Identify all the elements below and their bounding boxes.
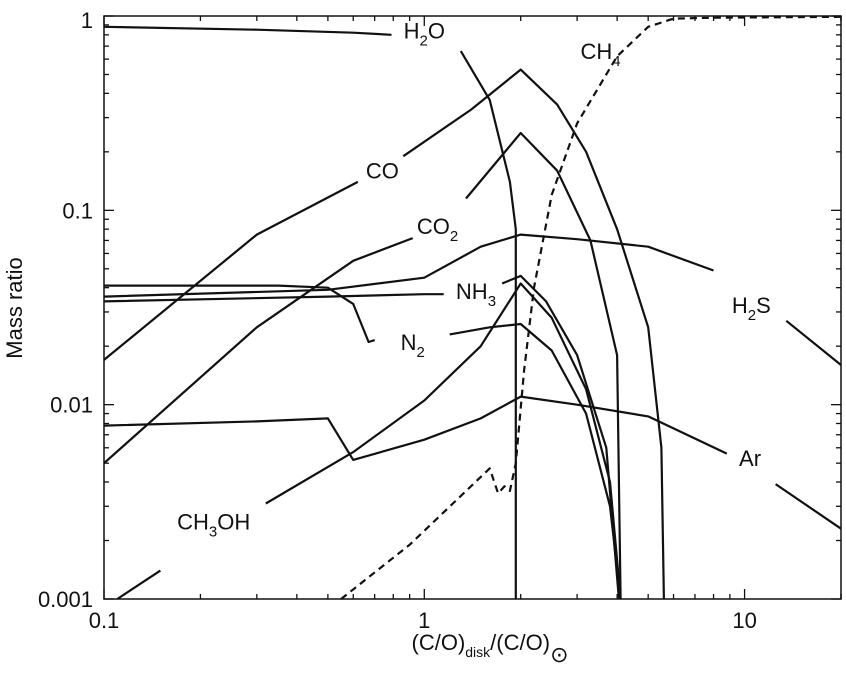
series-group xyxy=(103,15,842,600)
y-tick-label: 0.01 xyxy=(50,393,93,418)
x-tick-label: 1 xyxy=(418,608,430,633)
x-axis-title-mid: /(C/O) xyxy=(490,630,550,655)
y-tick-label: 1 xyxy=(81,8,93,33)
series-label-h2s: H2S xyxy=(732,293,771,324)
tick-group: 0.1 1 10 0.001 0.01 0.1 1 xyxy=(38,8,842,633)
plot-frame xyxy=(103,15,842,600)
series-label-co: CO xyxy=(366,159,399,184)
series-line-ar-part2 xyxy=(774,483,842,530)
series-line-co2-part2 xyxy=(465,131,622,600)
y-axis-title: Mass ratio xyxy=(2,257,27,358)
series-line-h2s-part1 xyxy=(103,233,714,298)
series-line-co-part2 xyxy=(402,68,665,600)
series-label-nh3: NH3 xyxy=(456,279,496,310)
series-line-n2-part1 xyxy=(104,284,376,344)
series-line-ch4 xyxy=(340,15,842,600)
series-label-group: H2O CH4 CO CO2 H2S NH3 N2 Ar CH3OH xyxy=(177,19,771,541)
series-line-h2o-part1 xyxy=(103,25,392,36)
series-label-ar: Ar xyxy=(739,446,761,471)
x-tick-label: 0.1 xyxy=(89,608,120,633)
series-line-ch3oh-part1 xyxy=(116,569,162,600)
y-tick-label: 0.1 xyxy=(62,198,93,223)
series-label-n2: N2 xyxy=(401,330,425,361)
x-axis-title-main: (C/O) xyxy=(412,630,466,655)
series-line-ar-part1 xyxy=(103,395,728,461)
series-label-h2o: H2O xyxy=(404,19,445,50)
x-tick-label: 10 xyxy=(732,608,756,633)
series-label-ch3oh: CH3OH xyxy=(177,510,250,541)
series-line-n2-part2 xyxy=(449,322,622,600)
series-label-co2: CO2 xyxy=(417,214,458,245)
series-line-co-part1 xyxy=(103,180,359,361)
x-axis-title: (C/O)disk/(C/O)⊙ xyxy=(412,630,569,667)
series-label-ch4: CH4 xyxy=(580,39,620,70)
series-line-h2s-part2 xyxy=(785,319,842,366)
x-axis-title-sub2: ⊙ xyxy=(550,642,568,667)
series-line-nh3-part1 xyxy=(103,293,444,303)
series-line-h2o-part2 xyxy=(459,50,517,599)
y-tick-label: 0.001 xyxy=(38,587,93,612)
x-axis-title-sub1: disk xyxy=(465,644,491,660)
series-line-co2-part1 xyxy=(103,237,414,465)
series-line-ch3oh-part2 xyxy=(265,282,622,600)
